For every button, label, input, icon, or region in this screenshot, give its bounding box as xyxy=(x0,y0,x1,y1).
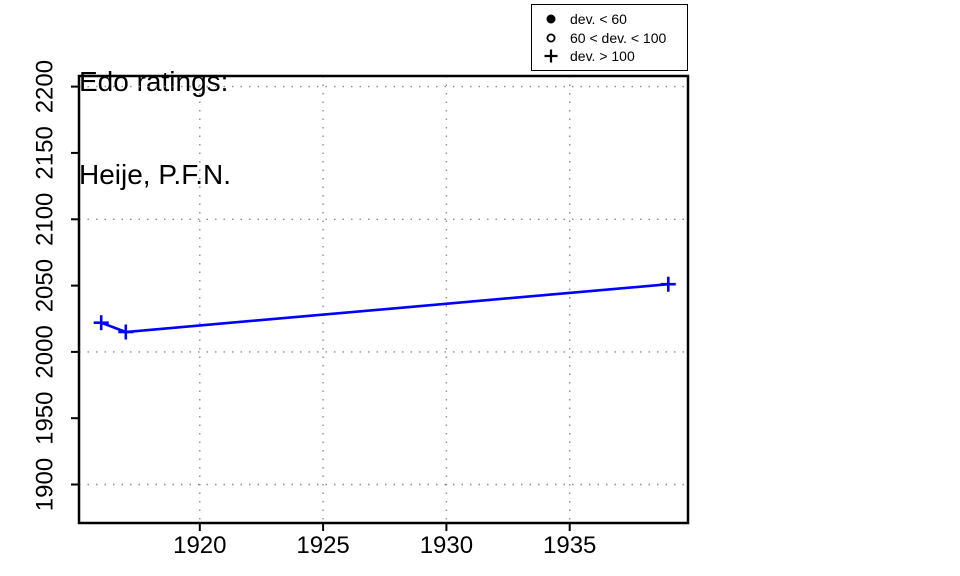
legend-item: dev. > 100 xyxy=(532,47,687,66)
y-axis-tick-label: 2050 xyxy=(32,259,59,312)
legend-item: 60 < dev. < 100 xyxy=(532,29,687,48)
legend: dev. < 60 60 < dev. < 100 dev. > 100 xyxy=(531,4,688,71)
x-axis-tick-label: 1930 xyxy=(420,532,473,559)
chart-title-line2: Heije, P.F.N. xyxy=(79,159,231,190)
legend-item: dev. < 60 xyxy=(532,10,687,29)
filled-circle-icon xyxy=(532,11,570,27)
y-axis-tick-label: 2100 xyxy=(32,193,59,246)
x-axis-tick-label: 1920 xyxy=(173,532,226,559)
legend-item-label: dev. < 60 xyxy=(570,11,627,28)
plus-icon xyxy=(532,48,570,64)
y-axis-tick-label: 2200 xyxy=(32,60,59,113)
chart-title: Edo ratings: Heije, P.F.N. xyxy=(79,4,231,252)
y-axis-tick-label: 2150 xyxy=(32,126,59,179)
plot-border xyxy=(77,74,690,525)
legend-item-label: dev. > 100 xyxy=(570,48,635,65)
chart-title-line1: Edo ratings: xyxy=(79,66,229,97)
legend-item-label: 60 < dev. < 100 xyxy=(570,29,667,46)
y-axis-tick-label: 1900 xyxy=(32,458,59,511)
y-axis-tick-label: 2000 xyxy=(32,325,59,378)
x-axis-tick-label: 1935 xyxy=(543,532,596,559)
y-axis-tick-label: 1950 xyxy=(32,392,59,445)
series-line xyxy=(100,282,669,334)
x-axis-tick-label: 1925 xyxy=(296,532,349,559)
open-circle-icon xyxy=(532,30,570,46)
